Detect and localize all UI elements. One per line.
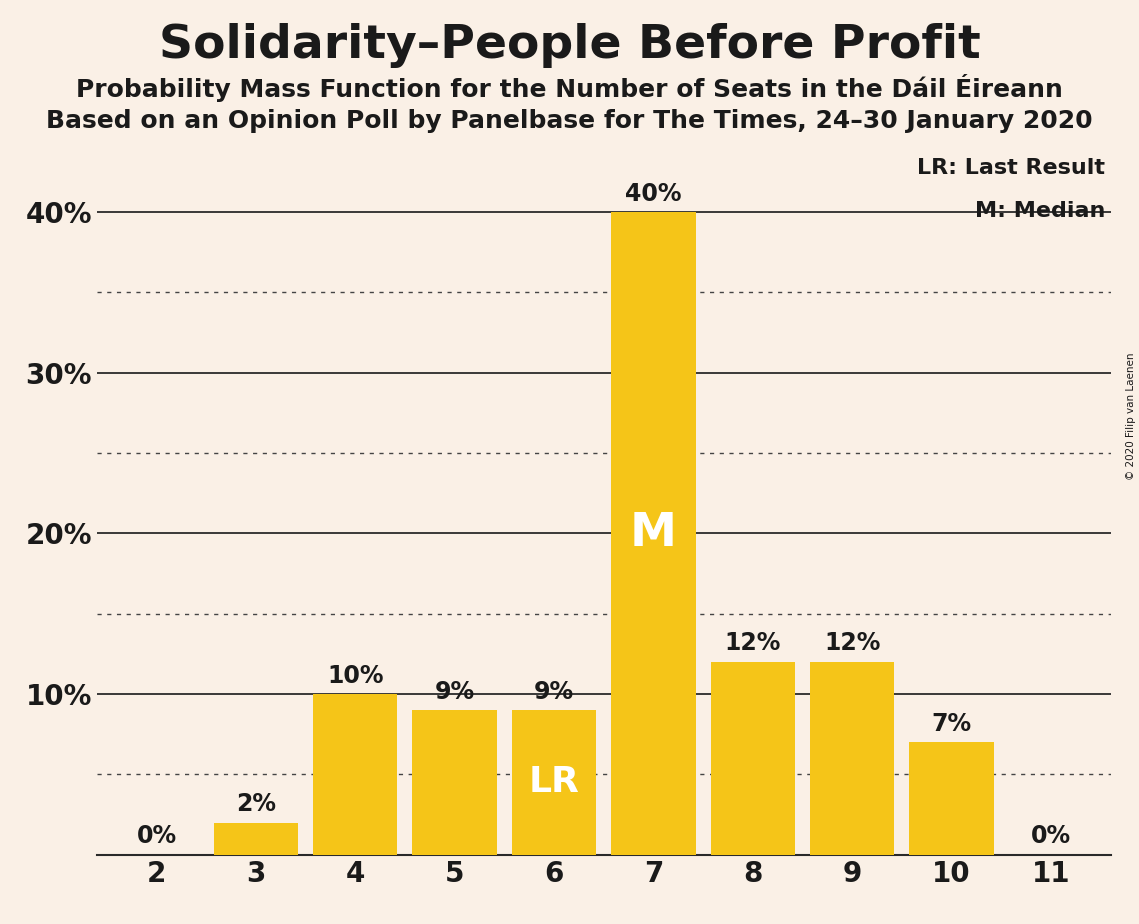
Bar: [412, 711, 497, 855]
Text: LR: LR: [528, 765, 580, 799]
Text: © 2020 Filip van Laenen: © 2020 Filip van Laenen: [1126, 352, 1136, 480]
Text: 40%: 40%: [625, 182, 681, 206]
Text: M: M: [630, 511, 677, 556]
Text: 12%: 12%: [823, 631, 880, 655]
Text: 9%: 9%: [534, 680, 574, 704]
Text: 10%: 10%: [327, 663, 384, 687]
Bar: [909, 742, 993, 855]
Text: 2%: 2%: [236, 792, 276, 816]
Text: 12%: 12%: [724, 631, 781, 655]
Text: Solidarity–People Before Profit: Solidarity–People Before Profit: [158, 23, 981, 68]
Text: Probability Mass Function for the Number of Seats in the Dáil Éireann: Probability Mass Function for the Number…: [76, 74, 1063, 102]
Text: 7%: 7%: [932, 711, 972, 736]
Bar: [214, 822, 298, 855]
Text: LR: Last Result: LR: Last Result: [917, 158, 1106, 178]
Text: 0%: 0%: [137, 824, 177, 848]
Text: Based on an Opinion Poll by Panelbase for The Times, 24–30 January 2020: Based on an Opinion Poll by Panelbase fo…: [47, 109, 1092, 133]
Bar: [511, 711, 596, 855]
Bar: [313, 694, 398, 855]
Text: M: Median: M: Median: [975, 201, 1106, 221]
Bar: [810, 662, 894, 855]
Bar: [612, 213, 696, 855]
Bar: [711, 662, 795, 855]
Text: 0%: 0%: [1031, 824, 1071, 848]
Text: 9%: 9%: [435, 680, 475, 704]
